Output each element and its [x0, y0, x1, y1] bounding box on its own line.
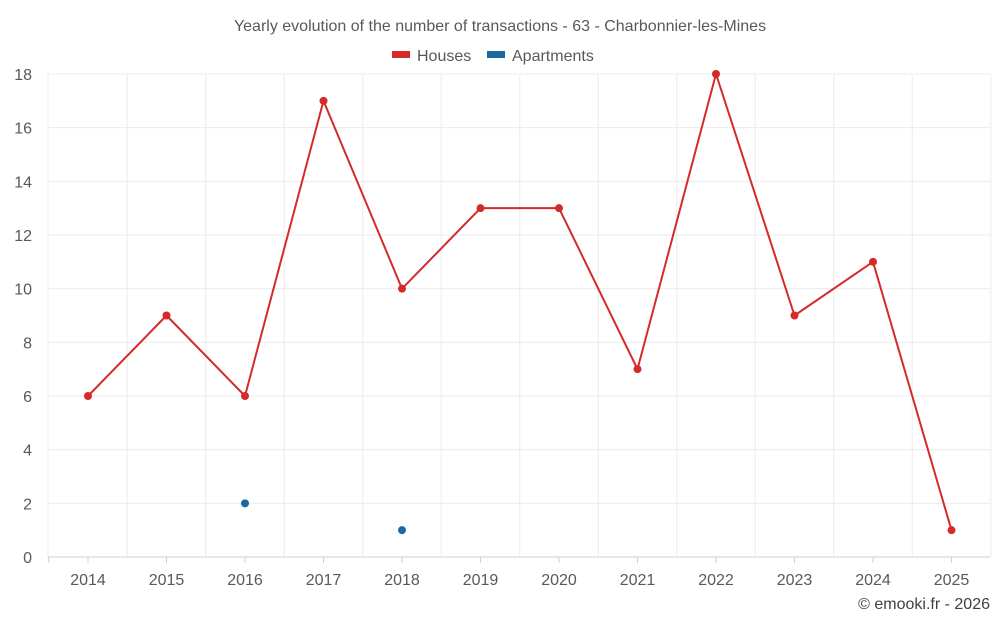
- y-tick-label: 16: [14, 121, 32, 138]
- footer-credit: © emooki.fr - 2026: [858, 596, 990, 613]
- x-tick-label: 2023: [777, 572, 813, 589]
- y-tick-label: 6: [23, 389, 32, 406]
- y-tick-label: 12: [14, 228, 32, 245]
- legend-label-apartments: Apartments: [512, 48, 594, 65]
- x-tick-label: 2021: [620, 572, 656, 589]
- chart-title: Yearly evolution of the number of transa…: [234, 18, 766, 35]
- x-tick-label: 2017: [306, 572, 342, 589]
- x-tick-label: 2022: [698, 572, 734, 589]
- data-point-houses[interactable]: [947, 526, 956, 535]
- data-point-houses[interactable]: [869, 257, 877, 266]
- y-tick-label: 8: [23, 335, 32, 352]
- legend-label-houses: Houses: [417, 48, 471, 65]
- data-point-houses[interactable]: [712, 70, 720, 78]
- y-tick-label: 14: [14, 174, 32, 191]
- x-tick-label: 2016: [227, 572, 263, 589]
- data-point-houses[interactable]: [790, 311, 799, 320]
- x-tick-label: 2019: [463, 572, 499, 589]
- data-point-houses[interactable]: [84, 392, 92, 400]
- data-point-houses[interactable]: [398, 284, 406, 293]
- y-tick-label: 0: [23, 550, 32, 567]
- y-tick-label: 10: [14, 282, 32, 299]
- x-tick-label: 2020: [541, 572, 577, 589]
- data-point-houses[interactable]: [555, 204, 563, 213]
- y-axis-ticks: 0 2 4 6 8 10 12 14 16 18: [14, 67, 32, 567]
- series-apartments: [241, 499, 406, 535]
- data-point-houses[interactable]: [476, 204, 485, 213]
- y-tick-label: 4: [23, 443, 32, 460]
- legend-swatch-apartments: [487, 51, 505, 58]
- series-houses: [84, 70, 956, 535]
- x-axis-ticks: 2014 2015 2016 2017 2018 2019 2020 2021 2022 2023…: [48, 557, 970, 589]
- y-gridlines: [48, 73, 990, 504]
- series-line-houses: [87, 73, 953, 531]
- data-point-houses[interactable]: [633, 365, 642, 374]
- legend: Houses Apartments: [392, 48, 594, 65]
- y-tick-label: 2: [23, 496, 32, 513]
- x-gridlines: [47, 74, 992, 557]
- x-tick-label: 2025: [934, 572, 970, 589]
- series-layer: [84, 70, 956, 535]
- x-tick-label: 2015: [149, 572, 185, 589]
- data-point-houses[interactable]: [319, 96, 328, 105]
- data-point-houses[interactable]: [162, 311, 171, 320]
- x-tick-label: 2024: [855, 572, 891, 589]
- data-point-apartments[interactable]: [398, 526, 406, 535]
- y-tick-label: 18: [14, 67, 32, 84]
- data-point-apartments[interactable]: [241, 499, 249, 508]
- data-point-houses[interactable]: [241, 392, 249, 400]
- x-tick-label: 2018: [384, 572, 420, 589]
- legend-swatch-houses: [392, 51, 410, 58]
- x-tick-label: 2014: [70, 572, 106, 589]
